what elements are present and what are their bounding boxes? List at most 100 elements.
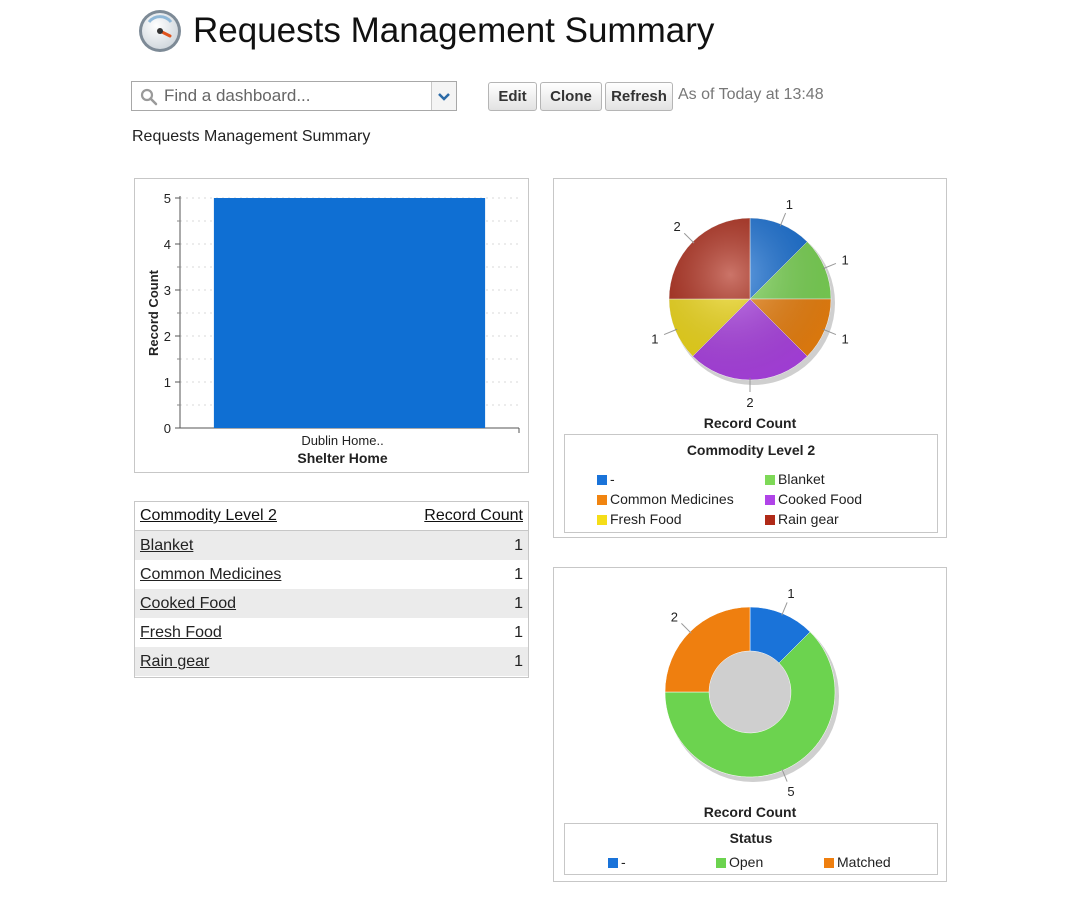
pie-legend-item: Cooked Food (765, 491, 862, 507)
legend-label: Rain gear (778, 511, 839, 527)
donut-leader-line (781, 768, 788, 782)
table-row: Fresh Food 1 (135, 618, 528, 647)
summary-table: Commodity Level 2 Record Count Blanket 1… (135, 502, 528, 676)
bar-y-tick-label: 5 (164, 191, 171, 206)
pie-chart: 1 1 1 2 1 2 Record Count (651, 197, 849, 429)
pie-leader-line (663, 328, 678, 336)
table-cell-count: 1 (363, 618, 528, 647)
donut-legend: Status - Open Matched (564, 823, 938, 875)
column-header-record-count[interactable]: Record Count (424, 507, 523, 524)
pie-leader-line (822, 262, 837, 270)
legend-label: Cooked Food (778, 491, 863, 507)
donut-value-label: 1 (787, 586, 794, 601)
legend-label: Blanket (778, 471, 825, 487)
bar-y-tick-label: 0 (164, 421, 171, 436)
pie-legend-title: Commodity Level 2 (686, 442, 816, 458)
bar-category-label: Dublin Home.. (301, 433, 383, 448)
table-cell-name[interactable]: Common Medicines (135, 560, 364, 589)
donut-legend-title: Status (729, 830, 773, 846)
table-cell-name[interactable]: Fresh Food (135, 618, 364, 647)
pie-legend-item: Common Medicines (597, 491, 734, 507)
donut-slice (664, 606, 751, 693)
bar-y-tick-label: 3 (164, 283, 171, 298)
chevron-down-icon (438, 93, 450, 101)
legend-swatch (765, 515, 775, 525)
legend-swatch (597, 495, 607, 505)
table-row: Common Medicines 1 (135, 560, 528, 589)
legend-label: - (621, 854, 626, 870)
pie-leader-line (779, 212, 787, 227)
legend-swatch (716, 858, 726, 868)
pie-legend-item: Rain gear (765, 511, 839, 527)
table-cell-count: 1 (363, 589, 528, 618)
table-cell-count: 1 (363, 647, 528, 676)
clone-button[interactable]: Clone (540, 82, 602, 111)
table-cell-count: 1 (363, 530, 528, 560)
bar-y-tick-label: 2 (164, 329, 171, 344)
bar-chart: 0 1 2 3 4 5 Dublin Home.. Shelter Home Record Co… (146, 191, 520, 466)
table-cell-count: 1 (363, 560, 528, 589)
donut-chart: 1 5 2 Record Count (664, 586, 839, 820)
donut-legend-item: Open (716, 854, 763, 870)
summary-table-panel: Commodity Level 2 Record Count Blanket 1… (134, 501, 529, 678)
edit-button[interactable]: Edit (488, 82, 537, 111)
table-row: Cooked Food 1 (135, 589, 528, 618)
pie-legend: Commodity Level 2 - Blanket Common Medicin… (564, 434, 938, 533)
legend-swatch (824, 858, 834, 868)
donut-chart-panel[interactable]: 1 5 2 Record Count Status - Open Matched (553, 567, 947, 882)
table-row: Blanket 1 (135, 530, 528, 560)
donut-legend-item: Matched (824, 854, 891, 870)
legend-swatch (597, 515, 607, 525)
donut-legend-item: - (608, 854, 626, 870)
legend-label: Common Medicines (610, 491, 734, 507)
search-icon (140, 88, 158, 106)
donut-slice (664, 631, 836, 778)
legend-swatch (765, 475, 775, 485)
pie-value-label: 2 (746, 395, 753, 410)
bar-x-axis-title: Shelter Home (297, 450, 387, 466)
bar-y-tick-label: 4 (164, 237, 171, 252)
table-cell-name[interactable]: Cooked Food (135, 589, 364, 618)
pie-legend-item: Fresh Food (597, 511, 682, 527)
dashboard-subtitle: Requests Management Summary (132, 128, 371, 145)
donut-value-label: 5 (787, 784, 794, 799)
legend-label: - (610, 471, 615, 487)
pie-value-label: 1 (842, 253, 849, 268)
table-cell-name[interactable]: Blanket (135, 530, 364, 560)
donut-leader-line (781, 602, 788, 616)
pie-leader-line (822, 328, 837, 336)
legend-label: Fresh Food (610, 511, 682, 527)
bar (213, 198, 486, 428)
refresh-button[interactable]: Refresh (605, 82, 673, 111)
pie-value-label: 1 (842, 331, 849, 346)
table-row: Rain gear 1 (135, 647, 528, 676)
pie-leader-line (683, 232, 695, 244)
legend-label: Open (729, 854, 764, 870)
legend-swatch (597, 475, 607, 485)
dashboard-search-box[interactable] (131, 81, 457, 111)
pie-chart-panel[interactable]: 1 1 1 2 1 2 Record Count Commodity Level 2 - Bl… (553, 178, 947, 538)
donut-leader-line (681, 623, 692, 634)
bar-chart-panel[interactable]: 0 1 2 3 4 5 Dublin Home.. Shelter Home Record Co… (134, 178, 529, 473)
donut-caption: Record Count (704, 804, 797, 820)
search-dropdown-button[interactable] (431, 82, 456, 110)
chart-gloss (669, 218, 831, 380)
bar-y-tick-label: 1 (164, 375, 171, 390)
pie-value-label: 2 (674, 219, 681, 234)
legend-swatch (765, 495, 775, 505)
column-header-commodity[interactable]: Commodity Level 2 (140, 507, 277, 524)
search-input[interactable] (164, 85, 424, 107)
as-of-timestamp: As of Today at 13:48 (678, 86, 824, 103)
pie-legend-item: Blanket (765, 471, 825, 487)
pie-caption: Record Count (704, 415, 797, 429)
dashboard-gauge-icon (139, 10, 181, 52)
donut-value-label: 2 (671, 609, 678, 624)
table-cell-name[interactable]: Rain gear (135, 647, 364, 676)
bar-y-axis-title: Record Count (146, 269, 161, 356)
legend-swatch (608, 858, 618, 868)
pie-value-label: 1 (651, 331, 658, 346)
page-title: Requests Management Summary (193, 11, 715, 50)
legend-label: Matched (837, 854, 891, 870)
pie-legend-item: - (597, 471, 615, 487)
pie-value-label: 1 (786, 197, 793, 212)
